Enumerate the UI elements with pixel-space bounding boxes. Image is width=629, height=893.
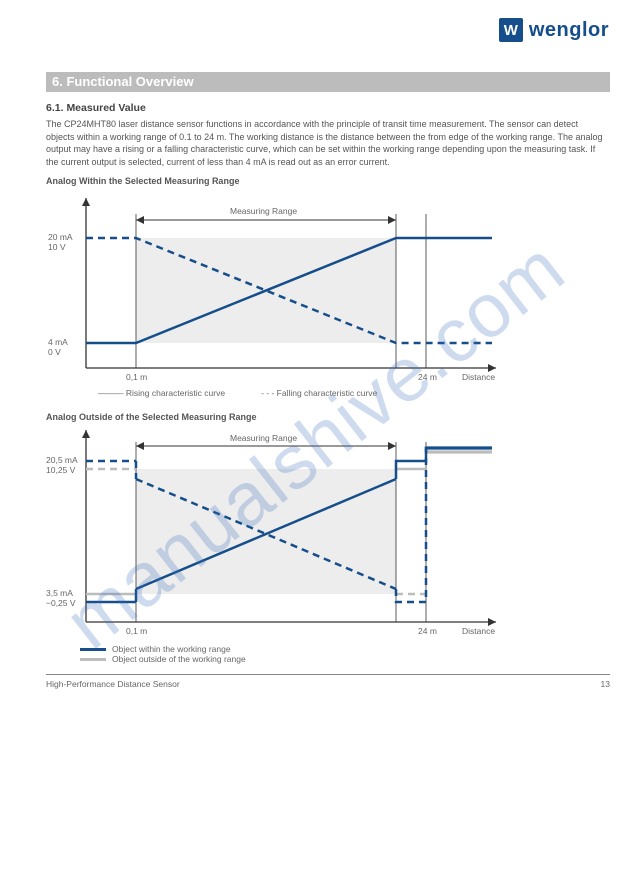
chart-2-svg: 20,5 mA10,25 V 3,5 mA−0,25 V Measuring Ran… [46, 424, 546, 644]
footer-rule [46, 674, 610, 675]
footer-left: High-Performance Distance Sensor [46, 679, 180, 689]
subsection-heading: 6.1. Measured Value [46, 102, 609, 114]
subsection-number: 6.1. [46, 102, 64, 114]
page-header: W wenglor [46, 18, 609, 42]
chart-2-container: Analog Outside of the Selected Measuring… [46, 412, 609, 664]
chart-1-svg: 20 mA10 V 4 mA0 V Measuring Range 0,1 m 24 m… [46, 188, 546, 388]
chart-2-legend-b: Object outside of the working range [80, 654, 609, 664]
chart-2-legend-a: Object within the working range [80, 644, 609, 654]
page-footer: High-Performance Distance Sensor 13 [46, 679, 610, 689]
legend-swatch-secondary [80, 658, 106, 661]
chart-1-below-1: ——— Rising characteristic curve [98, 388, 225, 398]
legend-a-text: Object within the working range [112, 644, 231, 654]
svg-text:Measuring Range: Measuring Range [230, 433, 297, 443]
subsection-title: Measured Value [66, 102, 145, 114]
brand-name: wenglor [529, 19, 609, 42]
chart-1-below-2: - - - Falling characteristic curve [261, 388, 377, 398]
svg-text:Measuring Range: Measuring Range [230, 206, 297, 216]
svg-text:Distance: Distance [462, 372, 495, 382]
svg-text:24 m: 24 m [418, 626, 437, 636]
chart-2-title: Analog Outside of the Selected Measuring… [46, 412, 609, 422]
svg-text:20,5 mA: 20,5 mA [46, 455, 78, 465]
svg-text:−0,25 V: −0,25 V [46, 598, 76, 608]
svg-text:3,5 mA: 3,5 mA [46, 588, 73, 598]
section-title: Functional Overview [66, 74, 193, 89]
footer-right: 13 [601, 679, 610, 689]
svg-text:0,1 m: 0,1 m [126, 626, 147, 636]
svg-text:10,25 V: 10,25 V [46, 465, 76, 475]
chart-1-caption-row: ——— Rising characteristic curve - - - Fa… [80, 388, 609, 398]
svg-text:Distance: Distance [462, 626, 495, 636]
svg-text:20 mA: 20 mA [48, 232, 73, 242]
svg-text:0 V: 0 V [48, 347, 61, 357]
section-heading-bar: 6. Functional Overview [46, 72, 610, 92]
chart-1-title: Analog Within the Selected Measuring Ran… [46, 176, 609, 186]
page-container: W wenglor 6. Functional Overview 6.1. Me… [0, 0, 629, 699]
intro-paragraph: The CP24MHT80 laser distance sensor func… [46, 118, 609, 168]
legend-swatch-primary [80, 648, 106, 651]
brand-logo-icon: W [499, 18, 523, 42]
legend-b-text: Object outside of the working range [112, 654, 246, 664]
svg-text:24 m: 24 m [418, 372, 437, 382]
svg-text:10 V: 10 V [48, 242, 66, 252]
svg-text:4 mA: 4 mA [48, 337, 68, 347]
section-number: 6. [52, 74, 63, 89]
chart-1-container: Analog Within the Selected Measuring Ran… [46, 176, 609, 398]
svg-text:0,1 m: 0,1 m [126, 372, 147, 382]
